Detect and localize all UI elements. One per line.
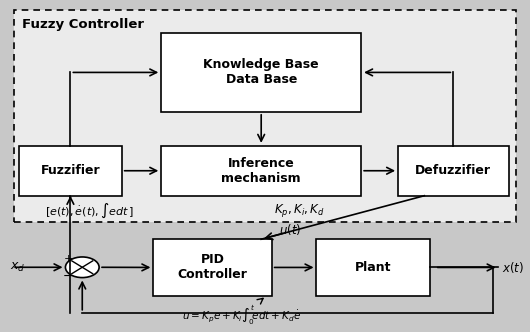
FancyBboxPatch shape (398, 146, 509, 196)
Circle shape (65, 257, 99, 278)
Text: $x(t)$: $x(t)$ (502, 260, 524, 275)
FancyBboxPatch shape (316, 239, 430, 295)
Text: $x_d$: $x_d$ (10, 261, 25, 274)
FancyBboxPatch shape (153, 239, 272, 295)
Text: PID
Controller: PID Controller (178, 253, 248, 282)
Text: Defuzzifier: Defuzzifier (416, 164, 491, 177)
Text: $K_p,K_i,K_d$: $K_p,K_i,K_d$ (275, 202, 325, 219)
Text: Fuzzy Controller: Fuzzy Controller (22, 18, 144, 32)
Text: $u=K_p e+K_i\int_0^t\!edt+K_d\dot{e}$: $u=K_p e+K_i\int_0^t\!edt+K_d\dot{e}$ (182, 298, 302, 327)
Text: $-$: $-$ (63, 269, 74, 282)
Text: Knowledge Base
Data Base: Knowledge Base Data Base (204, 58, 319, 86)
FancyBboxPatch shape (161, 146, 361, 196)
Text: $u(t)$: $u(t)$ (279, 222, 301, 237)
Text: Inference
mechanism: Inference mechanism (222, 157, 301, 185)
FancyBboxPatch shape (19, 146, 122, 196)
FancyBboxPatch shape (161, 33, 361, 112)
Text: $[e(t),\dot{e}(t),\int edt\,]$: $[e(t),\dot{e}(t),\int edt\,]$ (46, 202, 135, 220)
Text: $+$: $+$ (63, 253, 73, 264)
FancyBboxPatch shape (14, 10, 516, 221)
Text: Plant: Plant (355, 261, 391, 274)
Text: Fuzzifier: Fuzzifier (41, 164, 100, 177)
